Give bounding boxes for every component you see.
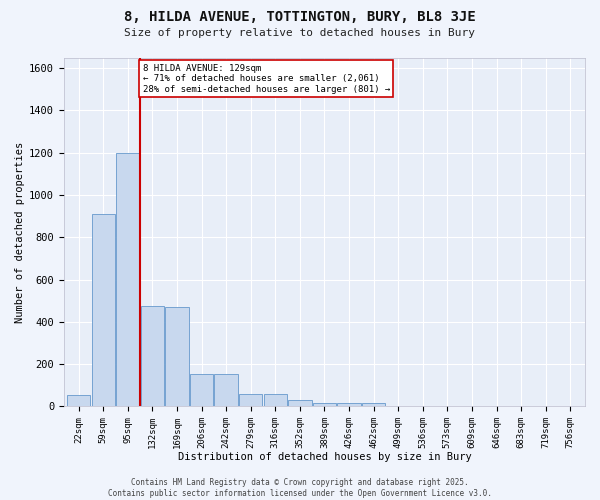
Text: Size of property relative to detached houses in Bury: Size of property relative to detached ho… xyxy=(125,28,476,38)
Text: 8 HILDA AVENUE: 129sqm
← 71% of detached houses are smaller (2,061)
28% of semi-: 8 HILDA AVENUE: 129sqm ← 71% of detached… xyxy=(143,64,390,94)
Bar xyxy=(214,374,238,406)
Bar xyxy=(337,404,361,406)
Text: 8, HILDA AVENUE, TOTTINGTON, BURY, BL8 3JE: 8, HILDA AVENUE, TOTTINGTON, BURY, BL8 3… xyxy=(124,10,476,24)
Bar xyxy=(141,306,164,406)
Bar xyxy=(116,152,139,406)
Text: Contains HM Land Registry data © Crown copyright and database right 2025.
Contai: Contains HM Land Registry data © Crown c… xyxy=(108,478,492,498)
Bar xyxy=(92,214,115,406)
Bar xyxy=(288,400,311,406)
Bar xyxy=(313,402,336,406)
Bar xyxy=(67,394,91,406)
X-axis label: Distribution of detached houses by size in Bury: Distribution of detached houses by size … xyxy=(178,452,472,462)
Y-axis label: Number of detached properties: Number of detached properties xyxy=(15,142,25,322)
Bar xyxy=(165,307,188,406)
Bar xyxy=(190,374,213,406)
Bar xyxy=(263,394,287,406)
Bar xyxy=(239,394,262,406)
Bar xyxy=(362,404,385,406)
